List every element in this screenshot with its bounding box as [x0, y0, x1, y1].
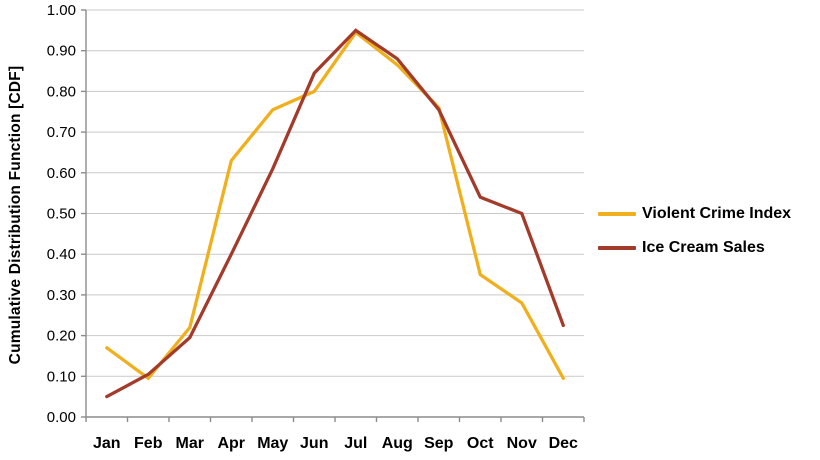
- x-category-label: Oct: [467, 435, 494, 452]
- gridlines-layer: [86, 9, 584, 377]
- y-tick-label: 0.60: [47, 165, 76, 182]
- y-tick-label: 0.50: [47, 206, 76, 223]
- x-category-label: Mar: [176, 435, 204, 452]
- legend-label-violent-crime-index: Violent Crime Index: [642, 205, 792, 222]
- y-tick-label: 0.20: [47, 328, 76, 345]
- y-tick-label: 1.00: [47, 2, 76, 19]
- x-category-label: Aug: [382, 435, 413, 452]
- legend-item-violent-crime-index: Violent Crime Index: [598, 203, 791, 225]
- legend-swatch-violent-crime-index: [598, 212, 636, 216]
- y-tick-label: 0.00: [47, 409, 76, 426]
- series-line-violent-crime-index: [105, 30, 565, 381]
- series-layer: [105, 28, 565, 399]
- axis-labels-layer: 0.00 0.10 0.20 0.30 0.40 0.50 0.60 0.70 0.80 0.90…: [47, 2, 578, 452]
- x-category-label: Nov: [507, 435, 537, 452]
- y-tick-label: 0.10: [47, 368, 76, 385]
- y-tick-label: 0.30: [47, 287, 76, 304]
- x-category-label: May: [257, 435, 288, 452]
- legend-item-ice-cream-sales: Ice Cream Sales: [598, 237, 791, 259]
- legend: Violent Crime Index Ice Cream Sales: [598, 203, 791, 259]
- legend-swatch-ice-cream-sales: [598, 246, 636, 250]
- legend-label-ice-cream-sales: Ice Cream Sales: [642, 239, 765, 256]
- axes-layer: [81, 9, 585, 422]
- y-tick-label: 0.70: [47, 124, 76, 141]
- x-category-label: Jun: [300, 435, 328, 452]
- x-category-label: Apr: [217, 435, 245, 452]
- y-tick-label: 0.90: [47, 43, 76, 60]
- x-category-label: Jan: [93, 435, 121, 452]
- x-category-label: Dec: [549, 435, 578, 452]
- x-category-label: Sep: [424, 435, 454, 452]
- x-category-label: Jul: [344, 435, 367, 452]
- y-tick-label: 0.80: [47, 83, 76, 100]
- x-category-label: Feb: [134, 435, 163, 452]
- y-axis-title: Cumulative Distribution Function [CDF]: [7, 66, 24, 365]
- y-tick-label: 0.40: [47, 246, 76, 263]
- series-line-ice-cream-sales: [105, 28, 565, 399]
